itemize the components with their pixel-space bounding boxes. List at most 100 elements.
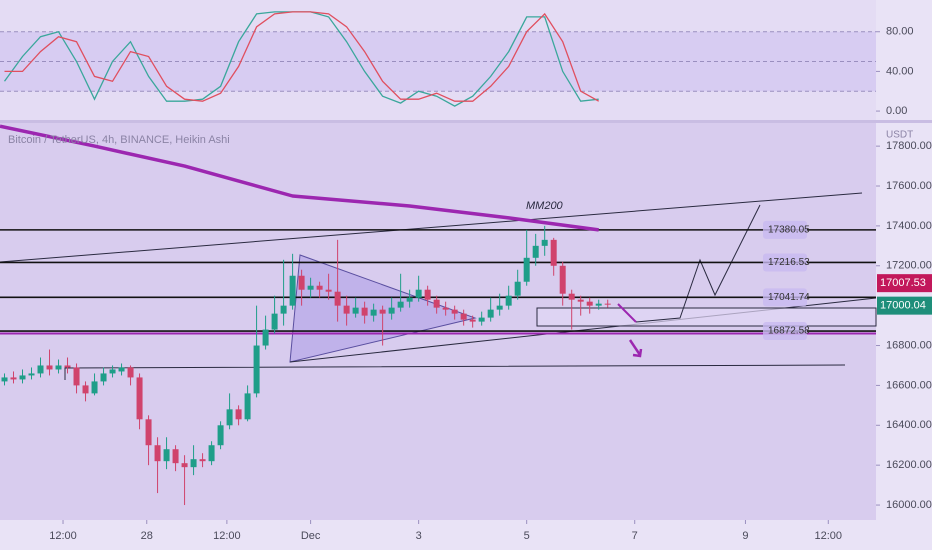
candle-body	[379, 309, 386, 314]
projection	[617, 303, 637, 323]
candle-body	[559, 265, 566, 294]
y-tick-label: 17200.00	[886, 260, 932, 272]
candle-body	[487, 309, 494, 318]
candle-body	[469, 319, 476, 322]
candle-body	[28, 373, 35, 376]
price-badge-label: 17000.04	[880, 300, 926, 312]
y-axis-label: USDT	[886, 130, 913, 141]
ma-line	[0, 124, 599, 232]
candle-body	[100, 373, 107, 382]
candle-body	[91, 381, 98, 394]
y2-tick-label: 0.00	[886, 105, 907, 117]
candle-body	[190, 459, 197, 468]
ma-label: MM200	[526, 200, 564, 212]
candle-body	[316, 285, 323, 290]
candle-body	[19, 375, 26, 380]
candle-body	[442, 307, 449, 310]
candle-body	[541, 239, 548, 246]
candle-body	[298, 275, 305, 290]
candle-body	[361, 307, 368, 316]
level-label-box	[763, 288, 807, 307]
level-label: 17216.53	[768, 257, 810, 268]
candle-body	[424, 289, 431, 300]
candle-body	[415, 289, 422, 298]
candle-body	[334, 291, 341, 306]
oscillator-panel	[0, 0, 876, 120]
x-tick-label: Dec	[301, 530, 321, 542]
candle-body	[163, 449, 170, 462]
candle-body	[10, 377, 17, 380]
candle-body	[325, 289, 332, 292]
level-label: 16872.58	[768, 326, 810, 337]
candle-body	[73, 367, 80, 386]
arrow	[628, 339, 642, 356]
candle-body	[406, 297, 413, 302]
candle-body	[550, 239, 557, 266]
y-tick-label: 17800.00	[886, 140, 932, 152]
y-tick-label: 16200.00	[886, 459, 932, 471]
candle-body	[253, 345, 260, 394]
candle-body	[451, 309, 458, 314]
candle-body	[55, 365, 62, 370]
level-label-box	[763, 322, 807, 341]
x-tick-label: 7	[632, 530, 638, 542]
candle-body	[280, 305, 287, 314]
candle-body	[37, 365, 44, 374]
candle-body	[136, 377, 143, 420]
candle-body	[307, 285, 314, 290]
x-tick-label: 28	[141, 530, 153, 542]
arrow-head	[632, 348, 643, 358]
candle-body	[343, 305, 350, 314]
candle-body	[586, 301, 593, 306]
projection	[635, 204, 761, 323]
chart-title: Bitcoin / TetherUS, 4h, BINANCE, Heikin …	[8, 134, 230, 146]
candle-body	[397, 301, 404, 308]
price-badge	[877, 274, 932, 293]
level-label-box	[763, 220, 807, 239]
y-tick-label: 16800.00	[886, 339, 932, 351]
candle-body	[514, 281, 521, 296]
y-tick-label: 16400.00	[886, 419, 932, 431]
candle-body	[181, 463, 188, 468]
price-chart: 16000.00 16200.00 16400.00 16600.00 16800.00…	[0, 124, 932, 542]
candle-body	[505, 295, 512, 306]
level-label: 17041.74	[768, 292, 810, 303]
price-badge	[877, 296, 932, 315]
candle-body	[370, 309, 377, 316]
candle-body	[109, 369, 116, 374]
candle-body	[433, 299, 440, 308]
y2-tick-label: 80.00	[886, 26, 914, 38]
candle-body	[604, 303, 611, 305]
price-badge-label: 17007.53	[880, 277, 926, 289]
trend-line	[64, 364, 846, 380]
candle-body	[568, 293, 575, 300]
candle-body	[532, 245, 539, 258]
candle-body	[460, 313, 467, 320]
trend-line	[0, 192, 863, 263]
candle-body	[118, 367, 125, 372]
candle-body	[154, 445, 161, 462]
x-tick-label: 3	[416, 530, 422, 542]
x-tick-label: 12:00	[815, 530, 843, 542]
candle-body	[496, 305, 503, 310]
candle-body	[235, 409, 242, 420]
candle-body	[262, 329, 269, 346]
oscillator-line	[4, 11, 600, 102]
candle-body	[523, 257, 530, 282]
candle-body	[208, 445, 215, 462]
x-tick-label: 5	[524, 530, 530, 542]
x-tick-label: 9	[742, 530, 748, 542]
x-tick-label: 12:00	[49, 530, 77, 542]
candle-body	[595, 303, 602, 306]
candle-body	[82, 385, 89, 394]
candle-body	[145, 419, 152, 446]
zone-box	[536, 307, 877, 327]
y2-tick-label: 40.00	[886, 65, 914, 77]
candle-body	[46, 365, 53, 370]
level-label: 17380.05	[768, 225, 810, 236]
candle-body	[64, 365, 71, 368]
y-tick-label: 16000.00	[886, 499, 932, 511]
candle-body	[217, 425, 224, 446]
